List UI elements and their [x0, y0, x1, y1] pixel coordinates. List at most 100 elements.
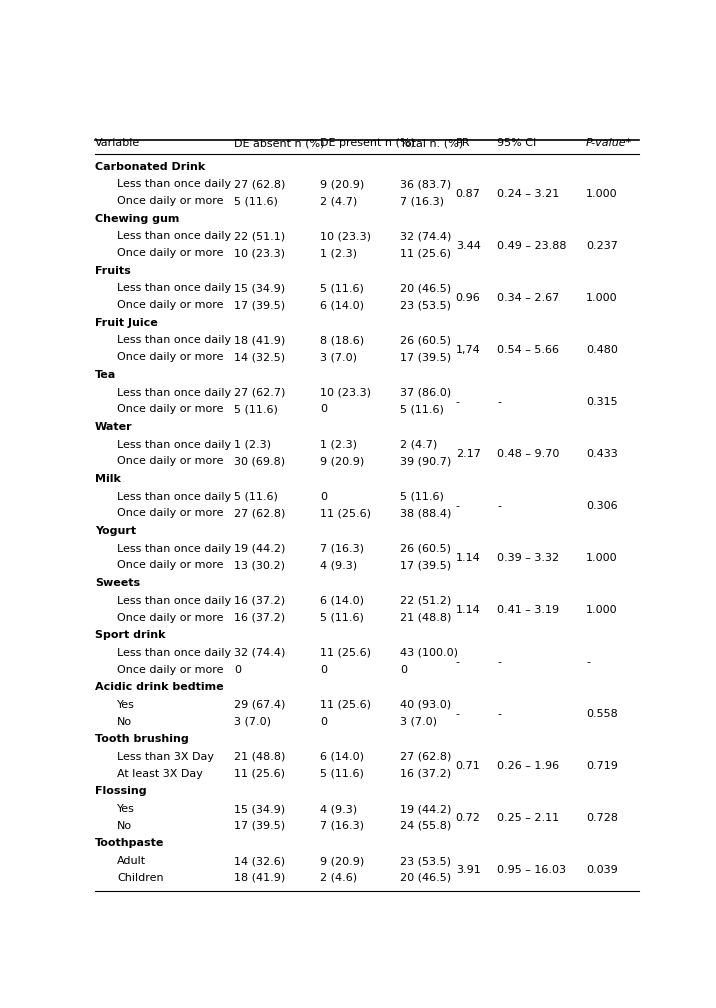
Text: 38 (88.4): 38 (88.4)	[400, 508, 452, 518]
Text: Once daily or more: Once daily or more	[117, 248, 223, 258]
Text: Acidic drink bedtime: Acidic drink bedtime	[95, 682, 223, 692]
Text: 27 (62.8): 27 (62.8)	[400, 752, 452, 762]
Text: 2 (4.6): 2 (4.6)	[320, 873, 357, 883]
Text: Less than once daily: Less than once daily	[117, 439, 231, 450]
Text: Carbonated Drink: Carbonated Drink	[95, 161, 205, 171]
Text: 40 (93.0): 40 (93.0)	[400, 700, 451, 710]
Text: 18 (41.9): 18 (41.9)	[233, 873, 285, 883]
Text: 6 (14.0): 6 (14.0)	[320, 752, 364, 762]
Text: 0.26 – 1.96: 0.26 – 1.96	[498, 761, 559, 771]
Text: Tooth brushing: Tooth brushing	[95, 734, 189, 744]
Text: 0.480: 0.480	[586, 345, 618, 355]
Text: 29 (67.4): 29 (67.4)	[233, 700, 285, 710]
Text: 0.719: 0.719	[586, 761, 618, 771]
Text: 0.728: 0.728	[586, 813, 618, 824]
Text: 17 (39.5): 17 (39.5)	[233, 821, 285, 831]
Text: 1.000: 1.000	[586, 605, 618, 615]
Text: 1 (2.3): 1 (2.3)	[320, 439, 357, 450]
Text: 39 (90.7): 39 (90.7)	[400, 457, 452, 467]
Text: 15 (34.9): 15 (34.9)	[233, 283, 285, 293]
Text: 18 (41.9): 18 (41.9)	[233, 336, 285, 346]
Text: 3 (7.0): 3 (7.0)	[400, 717, 437, 727]
Text: 11 (25.6): 11 (25.6)	[400, 248, 451, 258]
Text: 9 (20.9): 9 (20.9)	[320, 457, 364, 467]
Text: 2.17: 2.17	[455, 449, 480, 459]
Text: Variable: Variable	[95, 138, 140, 148]
Text: 14 (32.6): 14 (32.6)	[233, 856, 285, 866]
Text: 10 (23.3): 10 (23.3)	[320, 387, 371, 397]
Text: Once daily or more: Once daily or more	[117, 613, 223, 623]
Text: 21 (48.8): 21 (48.8)	[400, 613, 452, 623]
Text: 1.000: 1.000	[586, 553, 618, 562]
Text: Milk: Milk	[95, 474, 121, 484]
Text: 0.71: 0.71	[455, 761, 480, 771]
Text: Fruits: Fruits	[95, 266, 131, 275]
Text: Less than once daily: Less than once daily	[117, 179, 231, 190]
Text: 19 (44.2): 19 (44.2)	[233, 543, 285, 553]
Text: 1.000: 1.000	[586, 188, 618, 199]
Text: 32 (74.4): 32 (74.4)	[400, 232, 452, 241]
Text: Total n. (%): Total n. (%)	[400, 138, 463, 148]
Text: 1.14: 1.14	[455, 605, 480, 615]
Text: Less than once daily: Less than once daily	[117, 543, 231, 553]
Text: 8 (18.6): 8 (18.6)	[320, 336, 364, 346]
Text: 9 (20.9): 9 (20.9)	[320, 856, 364, 866]
Text: 2 (4.7): 2 (4.7)	[400, 439, 437, 450]
Text: Less than once daily: Less than once daily	[117, 492, 231, 502]
Text: No: No	[117, 717, 132, 727]
Text: 3 (7.0): 3 (7.0)	[233, 717, 271, 727]
Text: 32 (74.4): 32 (74.4)	[233, 648, 285, 658]
Text: 21 (48.8): 21 (48.8)	[233, 752, 285, 762]
Text: 20 (46.5): 20 (46.5)	[400, 283, 451, 293]
Text: -: -	[455, 657, 460, 667]
Text: 19 (44.2): 19 (44.2)	[400, 804, 452, 814]
Text: 5 (11.6): 5 (11.6)	[320, 283, 364, 293]
Text: 1.14: 1.14	[455, 553, 480, 562]
Text: 11 (25.6): 11 (25.6)	[320, 700, 371, 710]
Text: -: -	[498, 397, 501, 407]
Text: Yes: Yes	[117, 700, 135, 710]
Text: 5 (11.6): 5 (11.6)	[320, 613, 364, 623]
Text: 4 (9.3): 4 (9.3)	[320, 560, 357, 571]
Text: 0.49 – 23.88: 0.49 – 23.88	[498, 241, 567, 251]
Text: 0.39 – 3.32: 0.39 – 3.32	[498, 553, 559, 562]
Text: 27 (62.8): 27 (62.8)	[233, 179, 285, 190]
Text: 37 (86.0): 37 (86.0)	[400, 387, 451, 397]
Text: 24 (55.8): 24 (55.8)	[400, 821, 452, 831]
Text: 23 (53.5): 23 (53.5)	[400, 300, 451, 310]
Text: 5 (11.6): 5 (11.6)	[320, 769, 364, 779]
Text: 7 (16.3): 7 (16.3)	[320, 543, 364, 553]
Text: 1.000: 1.000	[586, 292, 618, 302]
Text: Flossing: Flossing	[95, 786, 147, 796]
Text: P-value*: P-value*	[586, 138, 632, 148]
Text: 10 (23.3): 10 (23.3)	[320, 232, 371, 241]
Text: 15 (34.9): 15 (34.9)	[233, 804, 285, 814]
Text: -: -	[586, 657, 590, 667]
Text: 4 (9.3): 4 (9.3)	[320, 804, 357, 814]
Text: 0: 0	[320, 664, 326, 674]
Text: Yes: Yes	[117, 804, 135, 814]
Text: 0.237: 0.237	[586, 241, 618, 251]
Text: Yogurt: Yogurt	[95, 526, 136, 536]
Text: 5 (11.6): 5 (11.6)	[400, 404, 444, 414]
Text: 26 (60.5): 26 (60.5)	[400, 336, 451, 346]
Text: 13 (30.2): 13 (30.2)	[233, 560, 285, 571]
Text: -: -	[498, 657, 501, 667]
Text: 0.24 – 3.21: 0.24 – 3.21	[498, 188, 560, 199]
Text: 43 (100.0): 43 (100.0)	[400, 648, 458, 658]
Text: 16 (37.2): 16 (37.2)	[400, 769, 451, 779]
Text: At least 3X Day: At least 3X Day	[117, 769, 203, 779]
Text: 11 (25.6): 11 (25.6)	[320, 508, 371, 518]
Text: Tea: Tea	[95, 370, 116, 380]
Text: 11 (25.6): 11 (25.6)	[320, 648, 371, 658]
Text: 1,74: 1,74	[455, 345, 480, 355]
Text: 6 (14.0): 6 (14.0)	[320, 300, 364, 310]
Text: Less than once daily: Less than once daily	[117, 336, 231, 346]
Text: -: -	[455, 501, 460, 511]
Text: DE present n (%): DE present n (%)	[320, 138, 415, 148]
Text: 0.433: 0.433	[586, 449, 618, 459]
Text: 0.41 – 3.19: 0.41 – 3.19	[498, 605, 559, 615]
Text: -: -	[498, 709, 501, 719]
Text: 0: 0	[320, 404, 326, 414]
Text: Adult: Adult	[117, 856, 146, 866]
